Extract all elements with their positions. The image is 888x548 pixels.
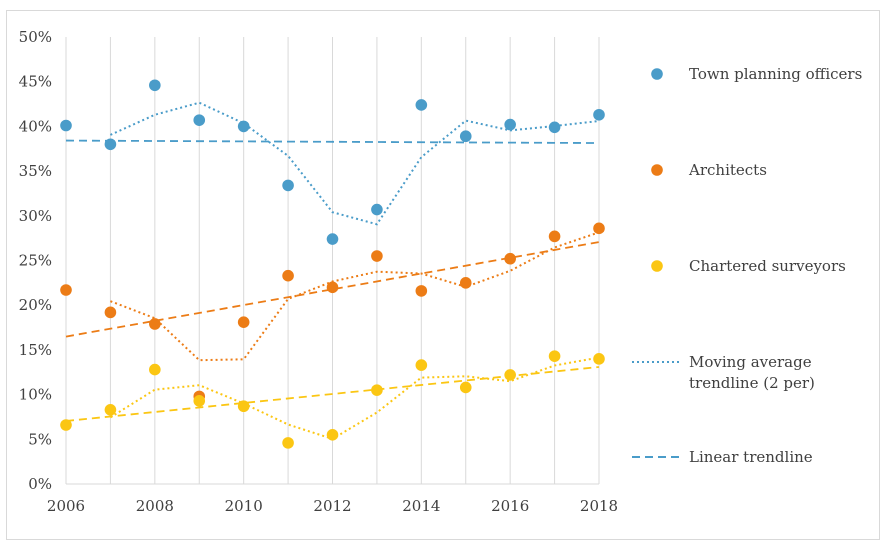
data-point <box>193 114 206 126</box>
data-point <box>104 306 117 319</box>
data-point <box>504 369 516 381</box>
data-point <box>371 203 383 216</box>
data-point <box>459 381 472 394</box>
legend-label: Linear trendline <box>689 448 813 466</box>
grid-layer <box>65 37 600 485</box>
data-point <box>237 120 250 133</box>
legend-marker <box>651 164 663 176</box>
data-point <box>193 395 206 407</box>
legend: Town planning officers Architects Chartere… <box>632 65 862 466</box>
x-tick-label: 2018 <box>580 497 618 515</box>
linear-trendline-0 <box>65 139 600 144</box>
data-point <box>104 403 117 416</box>
data-point <box>415 99 428 111</box>
x-tick-labels: 2006 2008 2010 2012 2014 2016 2018 <box>47 497 618 515</box>
moving-average-trendline-0 <box>109 101 600 226</box>
y-tick-label: 50% <box>19 28 52 46</box>
y-tick-label: 0% <box>28 475 52 493</box>
legend-label: Town planning officers <box>689 65 862 83</box>
y-tick-label: 40% <box>19 117 52 135</box>
data-point <box>326 233 339 245</box>
data-point <box>371 384 383 396</box>
data-points <box>60 79 605 449</box>
chart-frame <box>6 10 880 540</box>
data-point <box>371 250 383 262</box>
data-point <box>282 437 294 449</box>
data-point <box>237 400 250 413</box>
data-point <box>504 118 516 131</box>
legend-label: Chartered surveyors <box>689 257 846 275</box>
moving-average-trendline-1 <box>110 231 600 362</box>
y-tick-label: 45% <box>19 73 52 91</box>
x-tick-label: 2008 <box>136 497 174 515</box>
x-tick-label: 2014 <box>402 497 440 515</box>
data-point <box>415 359 428 371</box>
y-tick-label: 25% <box>19 252 52 270</box>
data-point <box>326 281 339 294</box>
data-point <box>282 269 294 282</box>
data-point <box>548 230 561 243</box>
data-point <box>282 179 294 192</box>
x-tick-label: 2010 <box>225 497 263 515</box>
y-tick-label: 5% <box>28 430 52 448</box>
data-point <box>548 350 561 362</box>
y-tick-label: 15% <box>19 341 52 359</box>
data-point <box>326 429 339 441</box>
y-tick-label: 20% <box>19 296 52 314</box>
legend-marker <box>651 68 663 80</box>
data-point <box>60 119 72 132</box>
data-point <box>60 284 72 296</box>
data-point <box>149 318 161 330</box>
data-point <box>593 353 605 365</box>
data-point <box>504 252 516 265</box>
data-point <box>593 108 605 121</box>
data-point <box>415 285 428 297</box>
legend-label: Architects <box>688 161 767 179</box>
data-point <box>459 277 472 289</box>
data-point <box>104 138 117 151</box>
data-point <box>459 130 472 143</box>
data-point <box>149 363 161 376</box>
legend-marker <box>651 260 663 272</box>
x-tick-label: 2012 <box>313 497 351 515</box>
y-tick-label: 10% <box>19 386 52 404</box>
x-tick-label: 2016 <box>491 497 529 515</box>
y-tick-labels: 0% 5% 10% 15% 20% 25% 30% 35% 40% 45% 50% <box>19 28 52 493</box>
data-point <box>548 121 561 134</box>
data-point <box>149 79 161 92</box>
y-tick-label: 30% <box>19 207 52 225</box>
data-point <box>60 419 72 431</box>
x-tick-label: 2006 <box>47 497 85 515</box>
data-point <box>593 222 605 235</box>
data-point <box>237 316 250 328</box>
legend-label: Moving average trendline (2 per) <box>689 353 815 392</box>
moving-average-trendline-2 <box>109 356 600 440</box>
y-tick-label: 35% <box>19 162 52 180</box>
